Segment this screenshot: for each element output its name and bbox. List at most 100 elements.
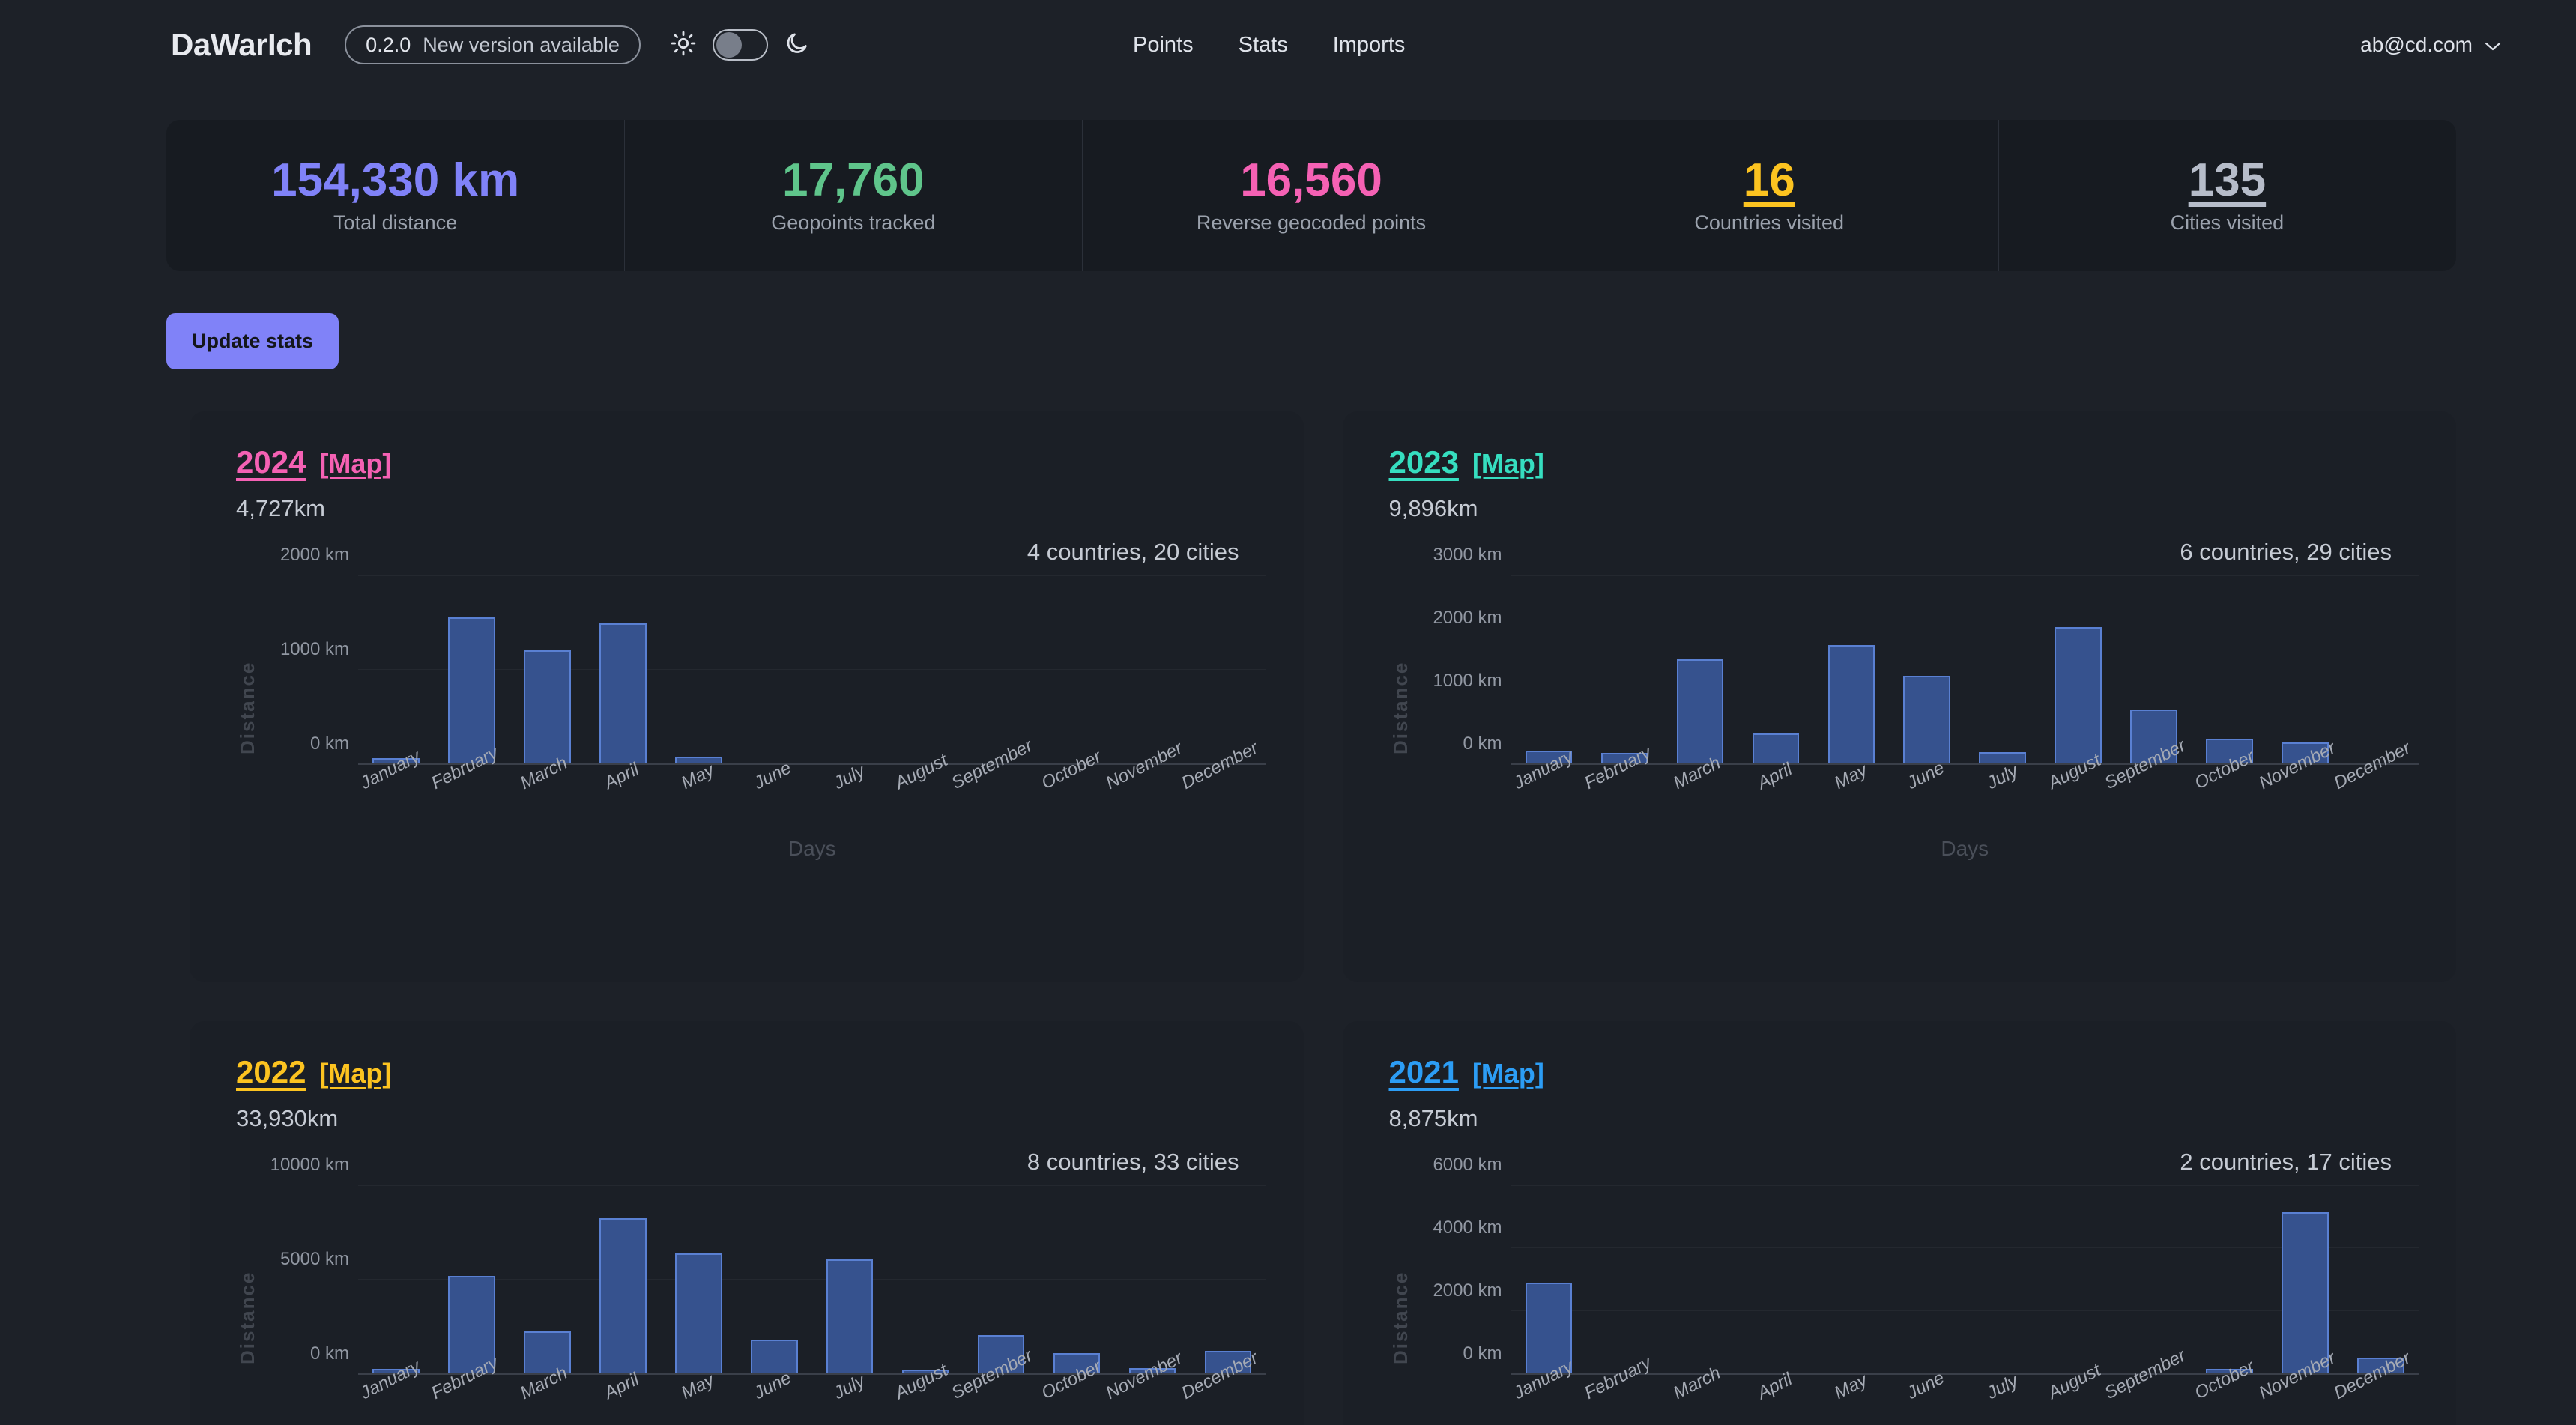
chart-bar[interactable] bbox=[750, 1340, 798, 1373]
chart-bar[interactable] bbox=[1204, 1351, 1252, 1373]
app-brand[interactable]: DaWarIch bbox=[171, 27, 312, 62]
chart-bar[interactable] bbox=[1525, 1283, 1573, 1373]
chart-bar[interactable] bbox=[1827, 644, 1875, 763]
bars-region bbox=[1511, 1185, 2419, 1375]
chevron-down-icon bbox=[2485, 33, 2501, 57]
x-slot: January bbox=[357, 1356, 434, 1425]
chart-bar[interactable] bbox=[524, 650, 571, 763]
map-link[interactable]: [Map] bbox=[1472, 448, 1544, 479]
map-link[interactable]: [Map] bbox=[319, 448, 392, 479]
bar-slot bbox=[1039, 1186, 1115, 1373]
chart-bar[interactable] bbox=[2206, 1368, 2253, 1373]
bar-slot bbox=[510, 1186, 585, 1373]
y-tick-label: 1000 km bbox=[279, 639, 349, 659]
x-tick-label: May bbox=[1830, 760, 1871, 794]
gridline bbox=[358, 669, 1266, 670]
chart-bar[interactable] bbox=[2282, 742, 2329, 763]
sun-icon bbox=[671, 31, 696, 60]
chart-bar[interactable] bbox=[1053, 1352, 1101, 1373]
chart-bar[interactable] bbox=[1600, 752, 1648, 763]
x-slot: May bbox=[661, 1370, 737, 1425]
update-stats-button[interactable]: Update stats bbox=[166, 313, 339, 369]
chart-bar[interactable] bbox=[901, 1370, 949, 1373]
chart-bar[interactable] bbox=[1128, 1367, 1176, 1373]
x-slot: May bbox=[661, 760, 737, 825]
chart-bar[interactable] bbox=[599, 623, 647, 763]
y-axis-ticks: 0 km 1000 km 2000 km bbox=[259, 545, 358, 765]
chart-bar[interactable] bbox=[1979, 752, 2026, 763]
bar-slot bbox=[585, 1186, 661, 1373]
year-total-distance: 8,875km bbox=[1388, 1105, 1478, 1131]
summary-stats-strip: 154,330 km Total distance 17,760 Geopoints … bbox=[166, 120, 2456, 271]
theme-switcher[interactable] bbox=[671, 29, 810, 61]
chart-bar[interactable] bbox=[2130, 709, 2177, 763]
x-slot: November bbox=[2255, 1348, 2343, 1425]
gridline bbox=[358, 1279, 1266, 1280]
y-tick-label: 0 km bbox=[309, 1343, 349, 1364]
chart-bar[interactable] bbox=[599, 1217, 647, 1373]
map-link[interactable]: [Map] bbox=[319, 1058, 392, 1089]
year-card: 2023 [Map] 9,896km 6 countries, 29 cities Di… bbox=[1342, 411, 2456, 982]
year-total-distance: 33,930km bbox=[236, 1105, 339, 1131]
year-link[interactable]: 2022 bbox=[236, 1054, 306, 1089]
gridline bbox=[1511, 1310, 2419, 1311]
chart-bar[interactable] bbox=[1903, 676, 1951, 763]
nav-link-imports[interactable]: Imports bbox=[1332, 32, 1406, 57]
chart-bar[interactable] bbox=[448, 1276, 495, 1373]
year-link[interactable]: 2024 bbox=[236, 444, 306, 479]
bar-slot bbox=[358, 1186, 434, 1373]
user-menu[interactable]: ab@cd.com bbox=[2360, 33, 2501, 57]
theme-toggle[interactable] bbox=[712, 29, 768, 61]
version-badge[interactable]: 0.2.0 New version available bbox=[345, 25, 641, 64]
x-slot: August bbox=[2040, 1360, 2116, 1425]
x-tick-label: April bbox=[601, 1369, 643, 1404]
x-slot: January bbox=[357, 746, 434, 825]
chart-bar[interactable] bbox=[977, 1334, 1025, 1373]
year-link[interactable]: 2023 bbox=[1388, 444, 1459, 479]
chart-bar[interactable] bbox=[675, 757, 722, 763]
chart-bar[interactable] bbox=[448, 617, 495, 763]
bar-slot bbox=[358, 576, 434, 763]
y-tick-label: 2000 km bbox=[1433, 608, 1502, 628]
chart-bar[interactable] bbox=[2357, 1358, 2404, 1373]
top-navbar: DaWarIch 0.2.0 New version available bbox=[0, 0, 2576, 90]
bar-slot bbox=[1889, 576, 1965, 763]
x-slot: January bbox=[1511, 746, 1587, 825]
chart-bar[interactable] bbox=[1676, 659, 1724, 763]
chart-bar[interactable] bbox=[2282, 1212, 2329, 1373]
y-tick-label: 0 km bbox=[309, 733, 349, 754]
chart-bar[interactable] bbox=[372, 1368, 420, 1373]
chart-bar[interactable] bbox=[675, 1253, 722, 1373]
chart-bar[interactable] bbox=[372, 757, 420, 763]
nav-link-stats[interactable]: Stats bbox=[1238, 32, 1288, 57]
x-slot: March bbox=[510, 1363, 585, 1425]
bar-slot bbox=[1738, 1186, 1813, 1373]
x-slot: February bbox=[429, 1352, 510, 1425]
stat-cell: 16 Countries visited bbox=[1540, 120, 1998, 271]
bar-slot bbox=[2116, 1186, 2192, 1373]
year-link[interactable]: 2021 bbox=[1388, 1054, 1459, 1089]
chart-bar[interactable] bbox=[1525, 750, 1573, 763]
x-slot: October bbox=[1038, 746, 1115, 825]
bars-row bbox=[358, 1186, 1266, 1373]
y-tick-label: 2000 km bbox=[1433, 1280, 1502, 1301]
chart-bar[interactable] bbox=[524, 1331, 571, 1373]
theme-toggle-knob[interactable] bbox=[716, 32, 742, 58]
chart-bar[interactable] bbox=[2206, 738, 2253, 763]
plot-area: 0 km 1000 km 2000 km bbox=[259, 545, 1266, 765]
bar-slot bbox=[2343, 576, 2419, 763]
distance-bar-chart: Distance 0 km 5000 km 10000 km January Februa… bbox=[236, 1155, 1266, 1425]
gridline bbox=[1511, 1247, 2419, 1249]
x-slot: March bbox=[1662, 1363, 1738, 1425]
stat-value: 16 bbox=[1743, 154, 1795, 206]
y-axis-title: Distance bbox=[1388, 1271, 1412, 1364]
bar-slot bbox=[812, 576, 888, 763]
map-link[interactable]: [Map] bbox=[1472, 1058, 1544, 1089]
nav-link-points[interactable]: Points bbox=[1133, 32, 1194, 57]
gridline bbox=[358, 575, 1266, 576]
chart-bar[interactable] bbox=[2055, 627, 2102, 763]
x-slot: June bbox=[737, 1367, 812, 1425]
chart-bar[interactable] bbox=[826, 1259, 874, 1373]
bar-slot bbox=[2267, 1186, 2343, 1373]
chart-bar[interactable] bbox=[1752, 733, 1800, 763]
